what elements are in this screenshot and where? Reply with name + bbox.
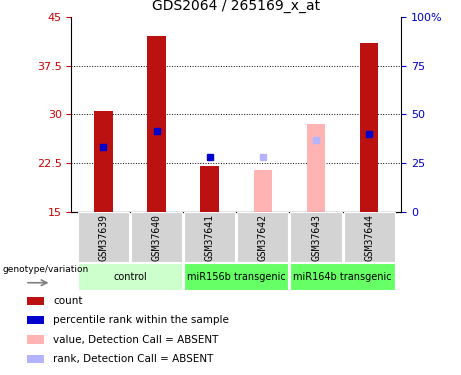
Bar — [254, 170, 272, 212]
Bar — [184, 263, 289, 290]
Text: control: control — [113, 272, 147, 282]
Bar — [360, 43, 378, 212]
Bar — [27, 297, 44, 305]
Bar — [184, 212, 235, 262]
Text: rank, Detection Call = ABSENT: rank, Detection Call = ABSENT — [53, 354, 213, 364]
Bar — [201, 166, 219, 212]
Text: GSM37639: GSM37639 — [98, 214, 108, 261]
Text: GSM37641: GSM37641 — [205, 214, 215, 261]
Text: GSM37642: GSM37642 — [258, 214, 268, 261]
Text: genotype/variation: genotype/variation — [2, 265, 89, 274]
Bar — [131, 212, 182, 262]
Bar — [78, 263, 182, 290]
Bar — [27, 335, 44, 344]
Bar — [307, 124, 325, 212]
Bar — [27, 316, 44, 324]
Title: GDS2064 / 265169_x_at: GDS2064 / 265169_x_at — [152, 0, 320, 13]
Bar — [27, 355, 44, 363]
Text: miR156b transgenic: miR156b transgenic — [187, 272, 286, 282]
Text: count: count — [53, 296, 83, 306]
Bar — [290, 263, 395, 290]
Bar — [78, 212, 129, 262]
Text: percentile rank within the sample: percentile rank within the sample — [53, 315, 229, 325]
Text: value, Detection Call = ABSENT: value, Detection Call = ABSENT — [53, 334, 219, 345]
Bar — [237, 212, 289, 262]
Bar — [290, 212, 342, 262]
Bar — [343, 212, 395, 262]
Text: GSM37643: GSM37643 — [311, 214, 321, 261]
Text: GSM37644: GSM37644 — [364, 214, 374, 261]
Bar — [94, 111, 112, 212]
Bar — [147, 36, 166, 212]
Text: miR164b transgenic: miR164b transgenic — [293, 272, 392, 282]
Text: GSM37640: GSM37640 — [152, 214, 161, 261]
